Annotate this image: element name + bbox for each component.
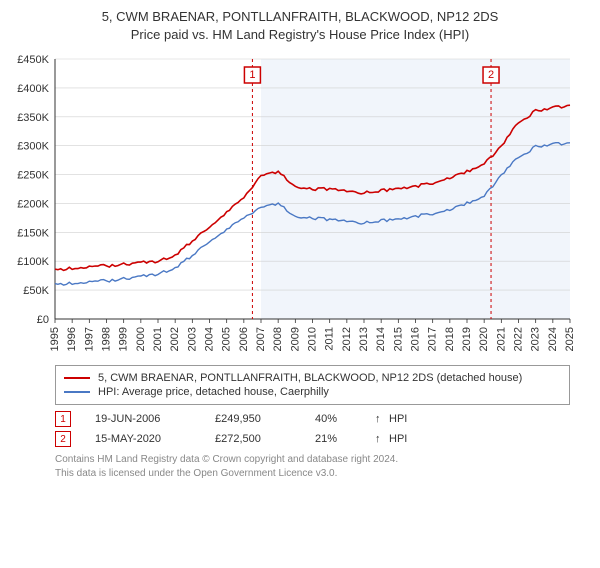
- transaction-pct: 21%: [315, 433, 375, 445]
- svg-text:2023: 2023: [530, 327, 542, 351]
- svg-text:1997: 1997: [83, 327, 95, 351]
- svg-text:2004: 2004: [204, 327, 216, 351]
- svg-text:2021: 2021: [495, 327, 507, 351]
- svg-text:1995: 1995: [49, 327, 61, 351]
- transaction-price: £249,950: [215, 413, 315, 425]
- svg-text:£450K: £450K: [17, 54, 49, 66]
- svg-text:2019: 2019: [461, 327, 473, 351]
- svg-text:£50K: £50K: [23, 285, 49, 297]
- svg-text:£150K: £150K: [17, 227, 49, 239]
- svg-text:£250K: £250K: [17, 170, 49, 182]
- svg-text:1996: 1996: [66, 327, 78, 351]
- svg-text:2022: 2022: [513, 327, 525, 351]
- svg-text:2000: 2000: [135, 327, 147, 351]
- footer-line-2: This data is licensed under the Open Gov…: [55, 468, 337, 479]
- legend-item: 5, CWM BRAENAR, PONTLLANFRAITH, BLACKWOO…: [64, 372, 561, 384]
- title-line-1: 5, CWM BRAENAR, PONTLLANFRAITH, BLACKWOO…: [102, 9, 499, 24]
- arrow-up-icon: ↑: [375, 413, 389, 425]
- svg-text:2002: 2002: [169, 327, 181, 351]
- svg-text:2003: 2003: [186, 327, 198, 351]
- svg-text:2005: 2005: [221, 327, 233, 351]
- legend-swatch: [64, 377, 90, 379]
- svg-text:2024: 2024: [547, 327, 559, 351]
- svg-text:2008: 2008: [272, 327, 284, 351]
- svg-text:2009: 2009: [289, 327, 301, 351]
- transaction-row: 2 15-MAY-2020£272,50021%↑HPI: [55, 431, 570, 447]
- legend-item: HPI: Average price, detached house, Caer…: [64, 386, 561, 398]
- transaction-suffix: HPI: [389, 433, 407, 445]
- footer-line-1: Contains HM Land Registry data © Crown c…: [55, 454, 398, 465]
- svg-text:£100K: £100K: [17, 256, 49, 268]
- legend-label: 5, CWM BRAENAR, PONTLLANFRAITH, BLACKWOO…: [98, 372, 522, 384]
- svg-text:1: 1: [249, 69, 255, 81]
- svg-text:2012: 2012: [341, 327, 353, 351]
- svg-text:2011: 2011: [324, 327, 336, 351]
- legend: 5, CWM BRAENAR, PONTLLANFRAITH, BLACKWOO…: [55, 365, 570, 405]
- transaction-marker: 2: [55, 431, 71, 447]
- svg-text:2010: 2010: [307, 327, 319, 351]
- title-line-2: Price paid vs. HM Land Registry's House …: [131, 27, 469, 42]
- transaction-pct: 40%: [315, 413, 375, 425]
- svg-text:£300K: £300K: [17, 141, 49, 153]
- arrow-up-icon: ↑: [375, 433, 389, 445]
- transaction-date: 15-MAY-2020: [95, 433, 215, 445]
- svg-text:£400K: £400K: [17, 83, 49, 95]
- svg-text:2: 2: [488, 69, 494, 81]
- svg-text:2006: 2006: [238, 327, 250, 351]
- chart-title: 5, CWM BRAENAR, PONTLLANFRAITH, BLACKWOO…: [10, 8, 590, 43]
- svg-text:2017: 2017: [427, 327, 439, 351]
- svg-text:1998: 1998: [101, 327, 113, 351]
- svg-text:£350K: £350K: [17, 112, 49, 124]
- line-chart: £0 £50K £100K £150K £200K £250K £300K £350K £400…: [10, 49, 590, 359]
- chart-area: £0 £50K £100K £150K £200K £250K £300K £350K £400…: [10, 49, 590, 359]
- footer-attribution: Contains HM Land Registry data © Crown c…: [55, 453, 570, 480]
- svg-text:£200K: £200K: [17, 199, 49, 211]
- transaction-marker: 1: [55, 411, 71, 427]
- svg-text:2007: 2007: [255, 327, 267, 351]
- transaction-price: £272,500: [215, 433, 315, 445]
- transaction-date: 19-JUN-2006: [95, 413, 215, 425]
- legend-swatch: [64, 391, 90, 393]
- svg-text:2015: 2015: [392, 327, 404, 351]
- transaction-table: 1 19-JUN-2006£249,95040%↑HPI 2 15-MAY-2020£…: [55, 411, 570, 447]
- svg-text:2025: 2025: [564, 327, 576, 351]
- svg-text:2001: 2001: [152, 327, 164, 351]
- svg-text:2018: 2018: [444, 327, 456, 351]
- svg-text:2020: 2020: [478, 327, 490, 351]
- svg-text:2014: 2014: [375, 327, 387, 351]
- legend-label: HPI: Average price, detached house, Caer…: [98, 386, 329, 398]
- transaction-suffix: HPI: [389, 413, 407, 425]
- svg-text:£0: £0: [37, 314, 49, 326]
- transaction-row: 1 19-JUN-2006£249,95040%↑HPI: [55, 411, 570, 427]
- svg-text:2016: 2016: [410, 327, 422, 351]
- svg-text:2013: 2013: [358, 327, 370, 351]
- svg-text:1999: 1999: [118, 327, 130, 351]
